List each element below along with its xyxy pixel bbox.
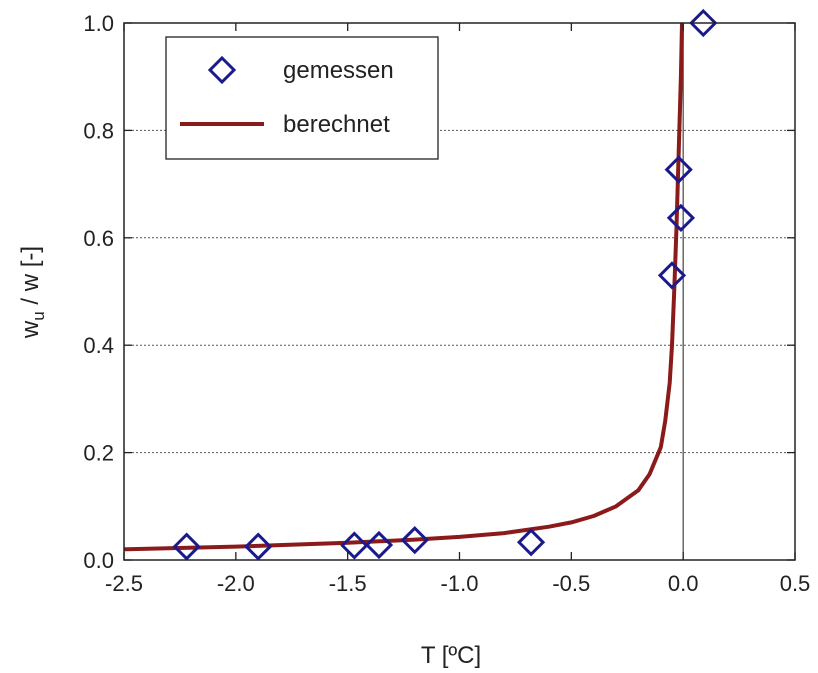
x-tick-label: 0.5 <box>780 571 811 596</box>
y-tick-label: 1.0 <box>83 11 114 36</box>
legend: gemessen berechnet <box>165 36 439 160</box>
gemessen-marker <box>244 532 273 561</box>
y-tick-label: 0.4 <box>83 333 114 358</box>
gemessen-marker <box>664 155 693 184</box>
gemessen-marker <box>516 528 546 557</box>
y-axis-label: wu / w [-] <box>17 246 48 339</box>
gemessen-marker <box>657 261 687 290</box>
y-axis-label-rest: / w [-] <box>17 246 44 311</box>
y-tick-label: 0.8 <box>83 118 114 143</box>
series-layer <box>123 8 718 561</box>
gemessen-marker <box>172 532 201 561</box>
x-tick-label: -1.0 <box>441 571 479 596</box>
x-tick-label: -0.5 <box>552 571 590 596</box>
x-tick-label: -2.0 <box>217 571 255 596</box>
gemessen-marker <box>340 531 369 560</box>
y-axis-tick-labels: 0.0 0.2 0.4 0.6 0.8 1.0 <box>83 11 114 573</box>
legend-label-gemessen: gemessen <box>283 57 394 84</box>
berechnet-line <box>123 22 684 552</box>
gemessen-marker <box>689 8 718 38</box>
gemessen-marker <box>666 203 696 233</box>
x-axis-tick-labels: -2.5 -2.0 -1.5 -1.0 -0.5 0.0 0.5 <box>105 571 810 596</box>
legend-label-berechnet: berechnet <box>283 111 390 138</box>
x-tick-label: 0.0 <box>668 571 699 596</box>
gemessen-marker <box>400 526 429 555</box>
legend-box <box>165 36 439 160</box>
y-axis-label-subscript: u <box>29 311 48 320</box>
x-axis-label: T [ºC] <box>421 642 481 669</box>
x-tick-label: -2.5 <box>105 571 143 596</box>
y-axis-label-main: w <box>17 320 44 339</box>
y-tick-label: 0.2 <box>83 441 114 466</box>
legend-diamond-marker <box>207 55 237 85</box>
x-tick-label: -1.5 <box>329 571 367 596</box>
axis-ticks <box>123 22 796 561</box>
gemessen-marker <box>364 530 394 560</box>
y-tick-label: 0.0 <box>83 548 114 573</box>
y-tick-label: 0.6 <box>83 226 114 251</box>
